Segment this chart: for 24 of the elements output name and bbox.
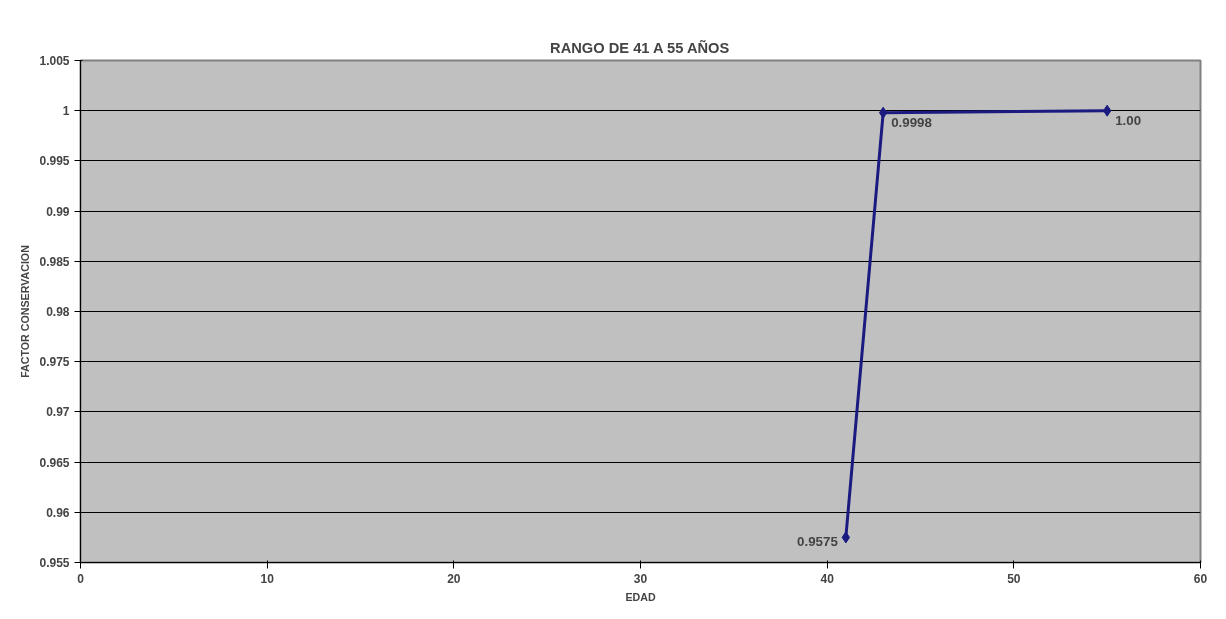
data-label: 1.00	[1115, 113, 1142, 129]
x-tick-label: 20	[447, 571, 461, 586]
chart-title: RANGO DE 41 A 55 AÑOS	[550, 38, 730, 56]
x-tick-label: 50	[1007, 571, 1021, 586]
y-tick-label: 1	[62, 104, 70, 119]
y-tick-label: 0.98	[46, 305, 70, 319]
x-tick-label: 10	[260, 571, 275, 586]
y-tick-label: 1.005	[39, 54, 70, 68]
x-tick-label: 30	[633, 571, 648, 586]
y-tick-label: 0.99	[46, 204, 70, 219]
y-tick-label: 0.955	[39, 556, 70, 570]
x-tick-label: 0	[77, 571, 85, 586]
x-tick-label: 40	[820, 571, 835, 586]
x-tick-label: 60	[1193, 571, 1208, 586]
y-axis-title: FACTOR CONSERVACION	[19, 245, 32, 378]
y-tick-label: 0.975	[39, 355, 70, 370]
y-tick-label: 0.965	[39, 455, 70, 470]
data-label: 0.9575	[797, 533, 839, 549]
y-tick-label: 0.985	[39, 254, 70, 269]
y-tick-label: 0.96	[46, 505, 70, 520]
x-axis-title: EDAD	[625, 590, 656, 603]
y-tick-label: 0.97	[46, 405, 70, 420]
y-tick-label: 0.995	[39, 154, 70, 169]
data-label: 0.9998	[891, 115, 932, 131]
